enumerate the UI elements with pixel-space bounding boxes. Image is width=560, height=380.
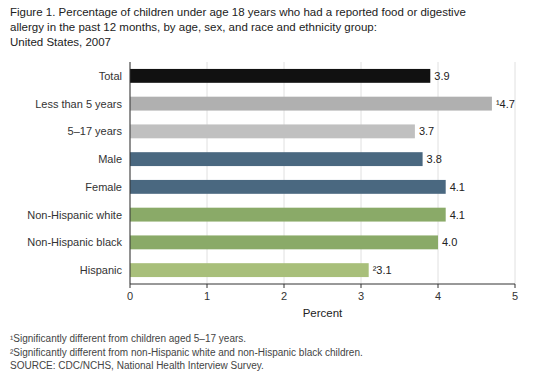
data-label: 3.9 <box>434 70 449 82</box>
footnote: SOURCE: CDC/NCHS, National Health Interv… <box>10 360 264 371</box>
x-tick-label: 0 <box>127 290 133 302</box>
category-label: Non-Hispanic white <box>27 209 122 221</box>
data-labels: 3.9 ¹4.7 3.7 3.8 4.1 4.1 4.0 ²3.1 <box>373 70 515 276</box>
grid-line <box>438 62 439 284</box>
bar <box>130 152 423 166</box>
category-label: Non-Hispanic black <box>27 236 122 248</box>
data-label: ²3.1 <box>373 264 392 276</box>
data-label: 4.1 <box>450 181 465 193</box>
title: Figure 1. Percentage of children under a… <box>10 6 466 18</box>
x-tick <box>361 284 362 288</box>
data-label: 4.1 <box>450 209 465 221</box>
category-label: 5–17 years <box>68 125 123 137</box>
chart: Figure 1. Percentage of children under a… <box>0 0 560 380</box>
bar <box>130 97 492 111</box>
bar <box>130 180 446 194</box>
x-axis: 0 1 2 3 4 5 <box>127 284 518 302</box>
x-tick <box>130 284 131 288</box>
category-label: Total <box>99 70 122 82</box>
category-label: Male <box>98 153 122 165</box>
category-label: Female <box>85 181 122 193</box>
y-axis: Total Less than 5 years 5–17 years Male Fema… <box>27 70 122 276</box>
title: allergy in the past 12 months, by age, s… <box>10 21 377 33</box>
grid-line <box>515 62 516 284</box>
grid <box>130 62 515 284</box>
zero-line <box>130 62 131 284</box>
x-tick-label: 3 <box>358 290 364 302</box>
category-label: Hispanic <box>80 264 123 276</box>
data-label: 3.7 <box>419 125 434 137</box>
footnote: ¹Significantly different from children a… <box>10 333 246 344</box>
x-tick-label: 1 <box>204 290 210 302</box>
bar <box>130 235 438 249</box>
grid-line <box>207 62 208 284</box>
x-tick-label: 5 <box>512 290 518 302</box>
bar <box>130 69 430 83</box>
x-tick <box>515 284 516 288</box>
data-label: 4.0 <box>442 236 457 248</box>
title: United States, 2007 <box>10 36 111 48</box>
bar <box>130 263 369 277</box>
data-label: 3.8 <box>427 153 442 165</box>
footnote: ²Significantly different from non-Hispan… <box>10 347 363 358</box>
x-tick-label: 4 <box>435 290 441 302</box>
x-tick-label: 2 <box>281 290 287 302</box>
x-axis-line <box>130 284 515 285</box>
bars <box>130 69 492 277</box>
x-tick <box>438 284 439 288</box>
bar <box>130 208 446 222</box>
category-label: Less than 5 years <box>35 98 122 110</box>
grid-line <box>130 62 131 284</box>
data-label: ¹4.7 <box>496 98 515 110</box>
x-axis-label: Percent <box>303 307 343 319</box>
grid-line <box>284 62 285 284</box>
bar <box>130 124 415 138</box>
grid-line <box>361 62 362 284</box>
x-tick <box>207 284 208 288</box>
x-tick <box>284 284 285 288</box>
